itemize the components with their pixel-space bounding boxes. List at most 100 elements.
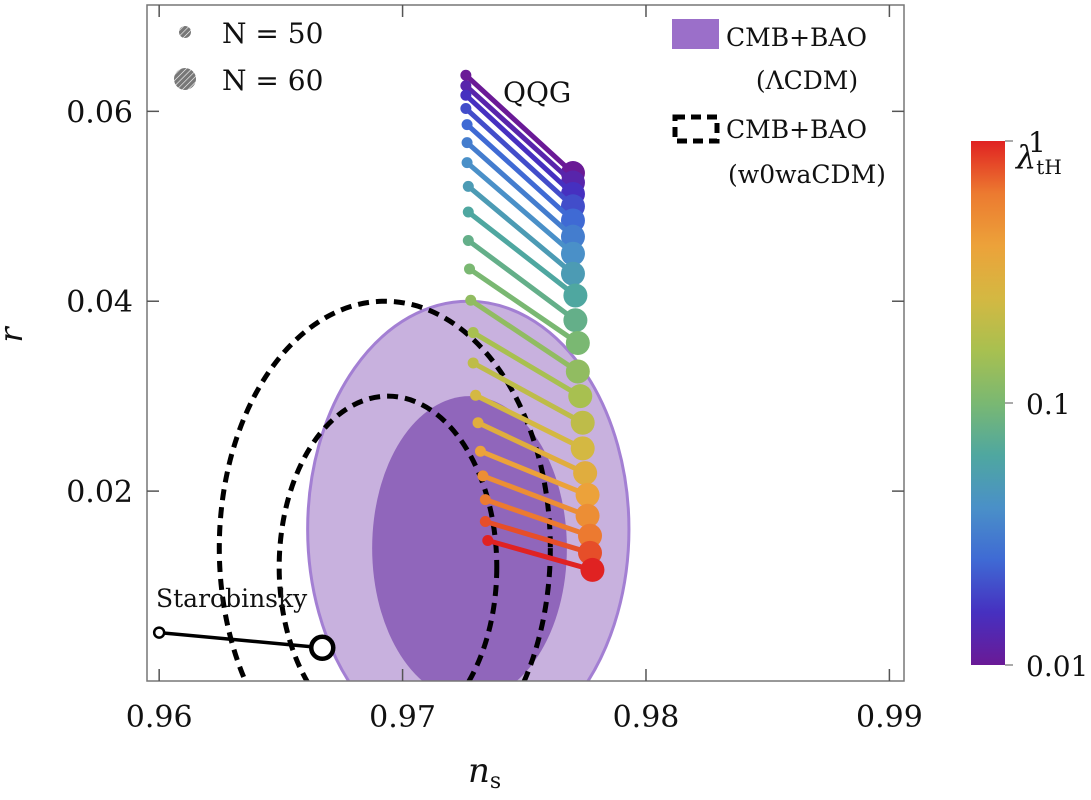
colorbar-tick-label: 0.01	[1026, 650, 1088, 683]
legend-label-w0wa-2: (w0waCDM)	[728, 160, 886, 189]
y-tick-label: 0.02	[66, 475, 133, 510]
legend-label-lcdm-2: (ΛCDM)	[756, 66, 858, 95]
contours	[216, 298, 631, 681]
qqg-point-n50	[462, 234, 474, 246]
qqg-line	[470, 360, 586, 426]
legend-swatch-w0wa	[672, 114, 720, 144]
y-axis-label: r	[0, 326, 30, 343]
legend-swatch-lcdm	[672, 19, 719, 49]
qqg-point-n60	[565, 359, 590, 384]
qqg-line	[463, 72, 576, 176]
qqg-point-n60	[575, 503, 600, 528]
qqg-point-n50	[477, 470, 489, 482]
qqg-line	[465, 183, 576, 277]
qqg-line	[475, 420, 588, 476]
qqg-point-n60	[560, 261, 585, 286]
legend-label-w0wa-1: CMB+BAO	[726, 115, 867, 144]
qqg-point-n50	[467, 357, 479, 369]
qqg-point-n50	[479, 494, 491, 506]
colorbar-title: λtH	[1014, 138, 1062, 179]
qqg-point-n60	[570, 410, 595, 435]
qqg-point-n50	[467, 327, 479, 339]
qqg-point-n50	[465, 294, 477, 306]
qqg-line	[482, 497, 593, 539]
x-axis-label-sub: s	[490, 769, 501, 794]
qqg-point-n60	[565, 331, 590, 355]
x-tick-label: 0.99	[856, 700, 923, 735]
legend-marker-n50	[179, 26, 191, 38]
qqg-point-n60	[575, 482, 600, 507]
qqg-line	[464, 122, 576, 224]
x-tick-label: 0.98	[613, 700, 680, 735]
qqg-line	[468, 297, 581, 374]
y-tick-label: 0.06	[66, 95, 133, 130]
contour-lcdm-1sigma	[372, 396, 567, 681]
qqg-point-n50	[460, 89, 472, 101]
qqg-line	[463, 83, 576, 186]
qqg-point-n50	[472, 417, 484, 429]
qqg-point-n50	[479, 515, 491, 527]
legend-marker-n60	[174, 68, 196, 90]
qqg-line	[464, 140, 576, 240]
qqg-point-n60	[563, 308, 588, 333]
qqg-line	[465, 237, 578, 323]
colorbar-tick-label: 1	[1028, 126, 1046, 159]
legend-left: N = 50 N = 60	[174, 17, 323, 97]
contour-w0wa-2sigma	[216, 298, 553, 681]
starobinsky-point-n50	[152, 626, 166, 639]
starobinsky-point-n60	[309, 634, 336, 662]
qqg-line	[467, 266, 581, 346]
qqg-lines	[460, 69, 605, 582]
colorbar-title-sub: tH	[1036, 155, 1061, 179]
colorbar-gradient	[971, 141, 1005, 665]
qqg-line	[465, 209, 578, 299]
annotation-qqg: QQG	[503, 76, 571, 109]
colorbar: 1 0.1 0.01 λtH	[971, 126, 1088, 683]
qqg-line	[470, 330, 583, 399]
x-tick-label: 0.96	[126, 700, 193, 735]
legend-right: CMB+BAO (ΛCDM) CMB+BAO (w0waCDM)	[672, 19, 886, 189]
qqg-point-n50	[482, 534, 494, 546]
axis-ticks: 0.96 0.97 0.98 0.99 0.02 0.04 0.06	[66, 5, 923, 735]
qqg-point-n60	[560, 241, 585, 266]
qqg-point-n60	[573, 461, 598, 486]
legend-label-n60: N = 60	[222, 64, 323, 97]
qqg-point-n50	[470, 389, 482, 401]
qqg-line	[482, 518, 593, 556]
contour-w0wa-1sigma	[276, 393, 500, 681]
y-tick-label: 0.04	[66, 285, 133, 320]
qqg-line	[463, 92, 576, 197]
qqg-point-n60	[560, 224, 585, 249]
qqg-point-n60	[563, 283, 588, 308]
x-tick-label: 0.97	[369, 700, 436, 735]
qqg-point-n60	[580, 557, 605, 582]
x-axis-label: ns	[468, 751, 501, 794]
starobinsky-line	[152, 626, 336, 662]
qqg-point-n50	[461, 119, 473, 131]
starobinsky-segment	[159, 630, 323, 650]
qqg-point-n50	[462, 206, 474, 218]
qqg-point-n50	[461, 137, 473, 149]
qqg-line	[463, 105, 576, 209]
qqg-point-n60	[568, 384, 593, 409]
qqg-point-n50	[462, 180, 474, 192]
legend-label-n50: N = 50	[222, 17, 323, 50]
qqg-line	[485, 537, 595, 573]
qqg-point-n50	[460, 102, 472, 114]
qqg-point-n50	[460, 69, 472, 81]
qqg-point-n50	[461, 157, 473, 169]
plot-frame	[146, 4, 905, 682]
qqg-point-n50	[464, 263, 476, 275]
qqg-line	[480, 473, 591, 519]
qqg-point-n60	[570, 436, 595, 461]
qqg-point-n50	[474, 445, 486, 457]
qqg-line	[473, 392, 586, 451]
qqg-line	[477, 448, 591, 498]
annotation-starobinsky: Starobinsky	[156, 584, 308, 613]
qqg-point-n60	[578, 523, 603, 548]
legend-label-lcdm-1: CMB+BAO	[726, 23, 867, 52]
qqg-point-n50	[460, 80, 472, 92]
colorbar-tick-label: 0.1	[1026, 388, 1071, 421]
qqg-line	[464, 160, 576, 257]
